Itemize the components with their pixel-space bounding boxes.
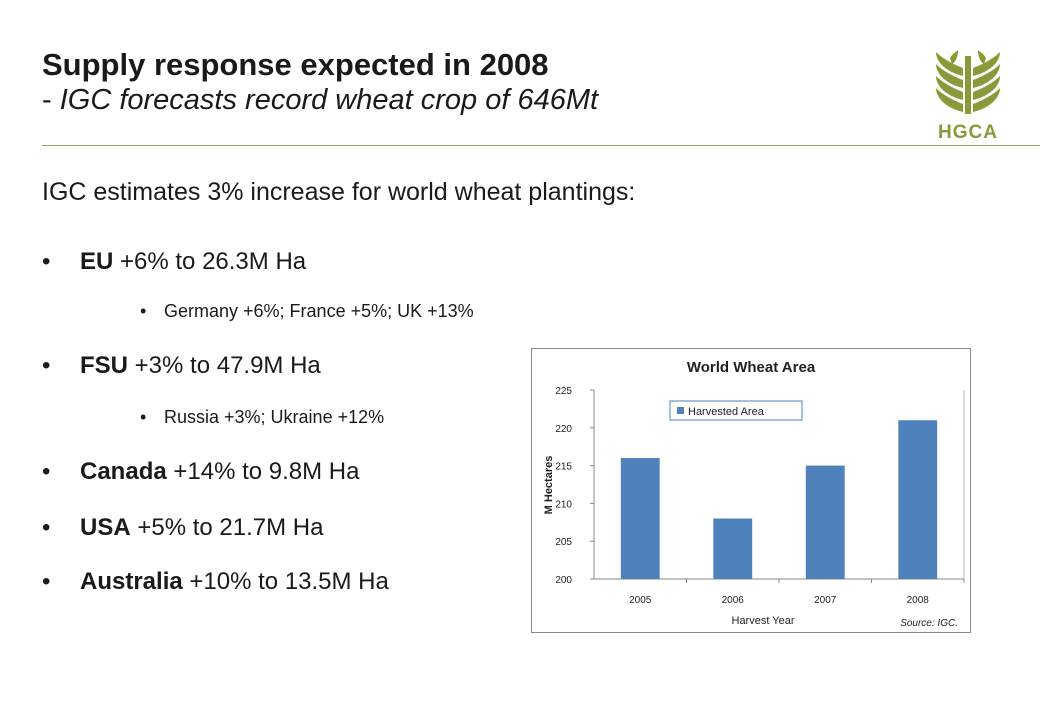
bar-2008 [898, 420, 938, 579]
bar-2007 [805, 465, 845, 579]
bullet-text: +5% to 21.7M Ha [130, 514, 324, 541]
sub-bullet-dot: • [140, 301, 147, 321]
y-tick-label: 210 [555, 499, 572, 510]
bullet-text: +3% to 47.9M Ha [128, 352, 321, 379]
bullet-bold: Australia [80, 568, 183, 595]
bullet-text: +14% to 9.8M Ha [166, 458, 360, 485]
world-wheat-area-chart: World Wheat Area 200 205 210 215 220 225 2005 2… [531, 348, 971, 633]
bullet-dot: • [42, 568, 51, 595]
bullet-dot: • [42, 248, 51, 275]
bullet-text: +6% to 26.3M Ha [113, 248, 307, 275]
x-tick-label: 2005 [629, 595, 652, 606]
y-axis-label: M Hectares [543, 456, 555, 515]
legend-swatch [677, 407, 684, 414]
hgca-logo: HGCA [926, 50, 1010, 146]
y-tick-label: 205 [555, 537, 572, 548]
bullet-dot: • [42, 458, 51, 485]
x-tick-label: 2008 [907, 595, 930, 606]
x-axis-label: Harvest Year [732, 615, 795, 627]
bullet-bold: EU [80, 248, 114, 275]
bullet-text: +10% to 13.5M Ha [182, 568, 389, 595]
sub-bullet-dot: • [140, 407, 147, 427]
intro-text: IGC estimates 3% increase for world whea… [42, 178, 636, 206]
bar-2005 [620, 458, 660, 579]
slide-title: Supply response expected in 2008 [42, 47, 549, 82]
slide-subtitle: - IGC forecasts record wheat crop of 646… [42, 84, 598, 116]
x-tick-label: 2006 [722, 595, 745, 606]
logo-text: HGCA [938, 122, 998, 143]
wheat-logo-icon: HGCA [936, 50, 1000, 143]
legend-box [669, 400, 803, 421]
chart-axes: 200 205 210 215 220 225 2005 2006 2007 2008 [555, 386, 965, 606]
bullet-bold: FSU [80, 352, 128, 379]
y-tick-label: 220 [555, 424, 572, 435]
bullet-bold: USA [80, 514, 131, 541]
subtitle-text: IGC forecasts record wheat crop of 646Mt [59, 84, 599, 116]
bullet-bold: Canada [80, 458, 167, 485]
chart-source: Source: IGC. [900, 618, 958, 629]
sub-bullet-text: Germany +6%; France +5%; UK +13% [164, 301, 474, 321]
title-divider [42, 145, 1040, 146]
legend-label: Harvested Area [688, 406, 765, 418]
chart-title: World Wheat Area [687, 359, 816, 376]
y-tick-label: 225 [555, 386, 572, 397]
subtitle-dash: - [42, 84, 60, 116]
chart-legend: Harvested Area [669, 400, 803, 421]
bar-2006 [713, 518, 753, 579]
y-tick-label: 200 [555, 575, 572, 586]
sub-bullet-text: Russia +3%; Ukraine +12% [164, 407, 385, 427]
x-tick-label: 2007 [814, 595, 837, 606]
bullet-dot: • [42, 352, 51, 379]
chart-bars [620, 420, 938, 579]
bullet-dot: • [42, 514, 51, 541]
y-tick-label: 215 [555, 462, 572, 473]
